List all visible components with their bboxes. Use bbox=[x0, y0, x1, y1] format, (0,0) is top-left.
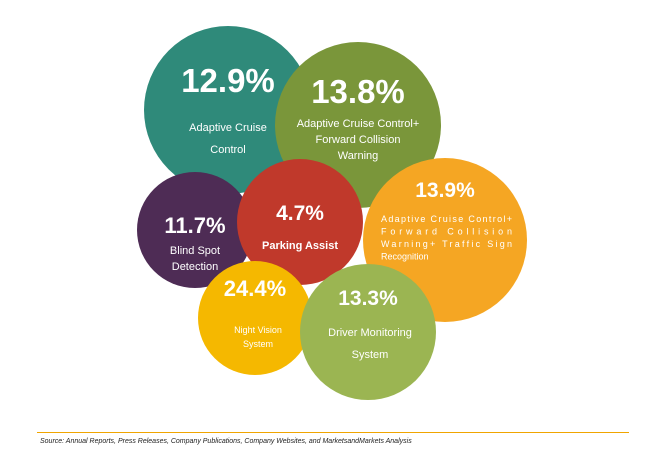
source-note: Source: Annual Reports, Press Releases, … bbox=[40, 438, 412, 445]
bubble bbox=[144, 26, 312, 194]
source-divider bbox=[37, 432, 629, 433]
bubble-group: 24.4% Night Vision System bbox=[198, 261, 312, 375]
bubble-value-label: 4.7% bbox=[276, 202, 324, 225]
bubble bbox=[137, 172, 253, 288]
bubble-value-label: 13.3% bbox=[338, 287, 398, 310]
bubble-group: 11.7% Blind Spot Detection bbox=[137, 172, 253, 288]
bubble-category-label: Driver Monitoring bbox=[328, 327, 412, 339]
bubble-category-label: Night Vision bbox=[234, 325, 282, 335]
bubble-group: 12.9% Adaptive Cruise Control bbox=[144, 26, 312, 194]
bubble-category-label: Detection bbox=[172, 261, 218, 273]
bubble-category-label: Adaptive Cruise bbox=[189, 122, 267, 134]
bubble-value-label: 12.9% bbox=[181, 62, 275, 99]
bubble-category-label: Blind Spot bbox=[170, 245, 220, 257]
bubble-category-label: Warning bbox=[338, 150, 379, 162]
bubble-category-label: Forward Collision bbox=[381, 227, 512, 237]
bubble-value-label: 13.9% bbox=[415, 179, 475, 202]
bubble-category-label: Warning+ Traffic Sign bbox=[381, 239, 512, 249]
bubble bbox=[198, 261, 312, 375]
bubble-category-label: Adaptive Cruise Control+ bbox=[297, 118, 420, 130]
bubble-category-label: Parking Assist bbox=[262, 240, 338, 252]
bubble-category-label: Adaptive Cruise Control+ bbox=[381, 214, 512, 224]
bubble-category-label: Recognition bbox=[381, 252, 429, 262]
bubble-group: 13.3% Driver Monitoring System bbox=[300, 264, 436, 400]
bubble-value-label: 13.8% bbox=[311, 73, 405, 110]
bubble-category-label: System bbox=[243, 339, 273, 349]
bubble bbox=[300, 264, 436, 400]
bubble-category-label: Control bbox=[210, 144, 245, 156]
bubble bbox=[237, 159, 363, 285]
bubble-value-label: 24.4% bbox=[224, 276, 286, 301]
bubble-category-label: Forward Collision bbox=[316, 134, 401, 146]
bubble-category-label: System bbox=[352, 349, 389, 361]
bubble-group: 4.7% Parking Assist bbox=[237, 159, 363, 285]
bubble-value-label: 11.7% bbox=[164, 213, 225, 238]
